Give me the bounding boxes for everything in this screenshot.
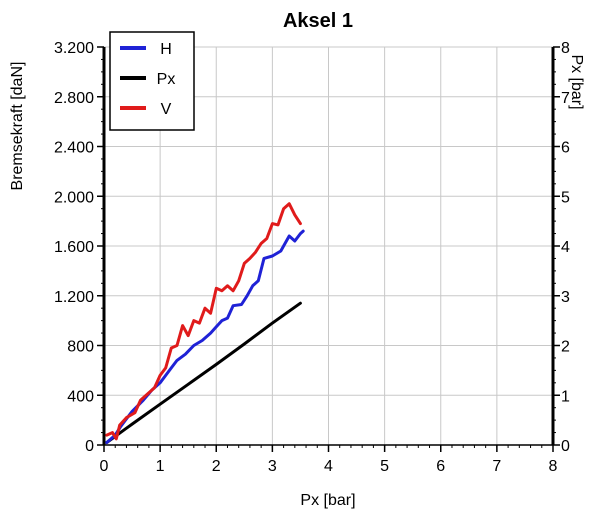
y2-tick-label: 2 [561,339,570,356]
y-axis-label: Bremsekraft [daN] [9,62,26,191]
y-tick-label: 800 [67,339,94,356]
series [105,202,305,444]
y-tick-label: 2.800 [54,90,94,107]
y2-tick-label: 5 [561,189,570,206]
y-tick-label: 1.200 [54,289,94,306]
x-tick-label: 4 [324,458,333,475]
y2-axis-label: Px [bar] [568,54,585,109]
y-tick-label: 1.600 [54,239,94,256]
y2-ticks: 0 1 2 3 4 5 6 7 8 [553,40,570,455]
legend: H Px V [109,31,195,131]
x-tick-label: 3 [268,458,277,475]
x-tick-label: 2 [212,458,221,475]
y-tick-label: 3.200 [54,40,94,57]
y-tick-label: 2.400 [54,140,94,157]
x-tick-label: 0 [100,458,109,475]
y2-tick-label: 6 [561,140,570,157]
x-tick-label: 1 [156,458,165,475]
x-tick-label: 7 [492,458,501,475]
y2-tick-label: 4 [561,239,570,256]
y2-tick-label: 3 [561,289,570,306]
legend-label-v: V [161,101,172,118]
legend-label-px: Px [157,71,176,88]
x-ticks: 0 1 2 3 4 5 6 7 8 [100,445,558,475]
y-ticks: 0 400 800 1.200 1.600 2.000 2.400 2.800 3.200 [54,40,104,455]
x-tick-label: 8 [549,458,558,475]
series-line-px [105,301,302,444]
legend-label-h: H [160,41,172,58]
x-axis-label: Px [bar] [300,492,355,509]
y2-tick-label: 0 [561,438,570,455]
y-tick-label: 400 [67,388,94,405]
y2-tick-label: 1 [561,388,570,405]
y2-tick-label: 8 [561,40,570,57]
y-tick-label: 2.000 [54,189,94,206]
chart-title: Aksel 1 [283,10,353,32]
series-line-v [105,202,302,441]
x-tick-label: 6 [436,458,445,475]
y-tick-label: 0 [85,438,94,455]
x-tick-label: 5 [380,458,389,475]
y2-tick-label: 7 [561,90,570,107]
